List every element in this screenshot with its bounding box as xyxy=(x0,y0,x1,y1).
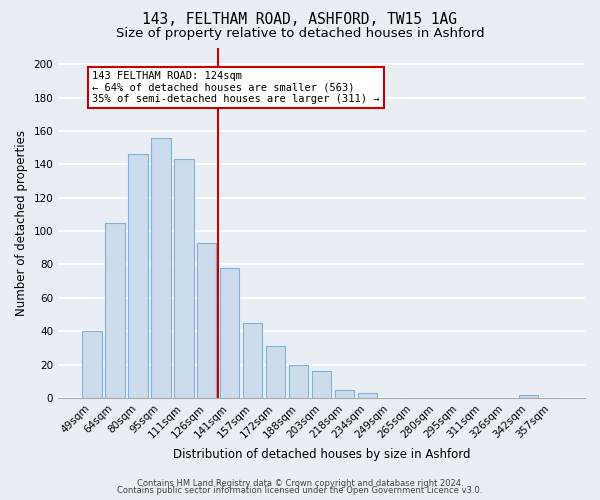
Bar xyxy=(289,364,308,398)
Bar xyxy=(220,268,239,398)
Bar xyxy=(174,160,194,398)
Bar xyxy=(266,346,286,398)
Bar xyxy=(128,154,148,398)
Bar xyxy=(197,242,217,398)
Text: 143, FELTHAM ROAD, ASHFORD, TW15 1AG: 143, FELTHAM ROAD, ASHFORD, TW15 1AG xyxy=(143,12,458,28)
Bar xyxy=(151,138,170,398)
Bar xyxy=(105,222,125,398)
Bar xyxy=(243,323,262,398)
Bar xyxy=(518,394,538,398)
Bar xyxy=(358,393,377,398)
Bar xyxy=(312,371,331,398)
X-axis label: Distribution of detached houses by size in Ashford: Distribution of detached houses by size … xyxy=(173,448,470,461)
Y-axis label: Number of detached properties: Number of detached properties xyxy=(15,130,28,316)
Text: Contains HM Land Registry data © Crown copyright and database right 2024.: Contains HM Land Registry data © Crown c… xyxy=(137,478,463,488)
Bar xyxy=(335,390,355,398)
Bar xyxy=(82,331,101,398)
Text: 143 FELTHAM ROAD: 124sqm
← 64% of detached houses are smaller (563)
35% of semi-: 143 FELTHAM ROAD: 124sqm ← 64% of detach… xyxy=(92,71,380,104)
Text: Size of property relative to detached houses in Ashford: Size of property relative to detached ho… xyxy=(116,28,484,40)
Text: Contains public sector information licensed under the Open Government Licence v3: Contains public sector information licen… xyxy=(118,486,482,495)
